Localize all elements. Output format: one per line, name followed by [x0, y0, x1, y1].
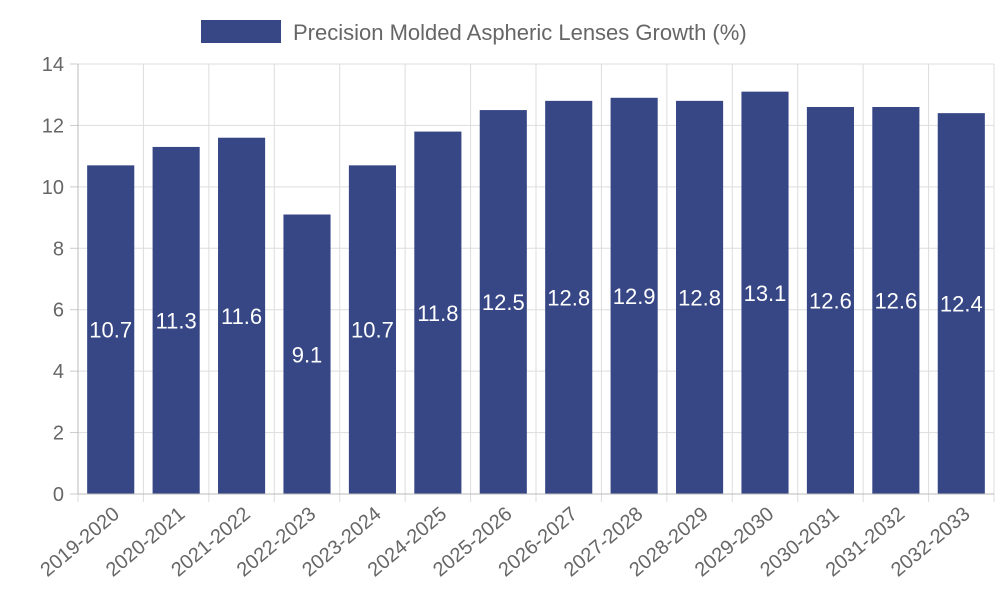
y-tick-label: 2	[53, 423, 64, 445]
bar-value-label: 11.6	[221, 304, 262, 329]
y-tick-label: 4	[53, 361, 64, 383]
bar-value-label: 12.8	[678, 285, 721, 310]
bars	[87, 91, 985, 495]
bar-value-label: 12.5	[482, 290, 525, 315]
bar-value-label: 12.9	[613, 284, 656, 309]
y-tick-label: 6	[53, 300, 64, 322]
bar	[806, 107, 854, 494]
bar	[676, 100, 724, 494]
bar-value-label: 11.8	[417, 301, 458, 326]
bar-value-label: 13.1	[744, 281, 787, 306]
bar	[937, 113, 985, 495]
data-labels: 10.7 11.3 11.6 9.1 10.7 11.8 12.5 12.8 12.9 12.8 1…	[89, 281, 982, 367]
bar	[283, 214, 331, 494]
bar-value-label: 10.7	[351, 318, 394, 343]
bar	[152, 146, 200, 494]
legend-label: Precision Molded Aspheric Lenses Growth …	[293, 20, 747, 45]
bar	[545, 100, 593, 494]
y-tick-label: 14	[42, 54, 64, 76]
y-tick-label: 10	[42, 177, 64, 199]
legend: Precision Molded Aspheric Lenses Growth …	[201, 20, 747, 45]
y-tick-label: 8	[53, 238, 64, 260]
bar	[741, 91, 789, 495]
bar	[218, 137, 266, 494]
bar-value-label: 12.6	[874, 289, 917, 314]
bar-value-label: 10.7	[89, 318, 132, 343]
bar	[872, 107, 920, 494]
legend-swatch	[201, 20, 281, 43]
gridlines	[77, 63, 995, 502]
bar	[610, 97, 658, 495]
bar	[87, 165, 135, 494]
bar-value-label: 9.1	[292, 342, 323, 367]
bar	[479, 110, 527, 495]
y-tick-label: 12	[42, 115, 64, 137]
bar-value-label: 12.4	[940, 292, 983, 317]
bar-value-label: 11.3	[156, 308, 197, 333]
bar-value-label: 12.6	[809, 289, 852, 314]
bar-value-label: 12.8	[547, 285, 590, 310]
bar	[414, 131, 462, 495]
bar	[348, 165, 396, 494]
y-tick-label: 0	[53, 484, 64, 506]
